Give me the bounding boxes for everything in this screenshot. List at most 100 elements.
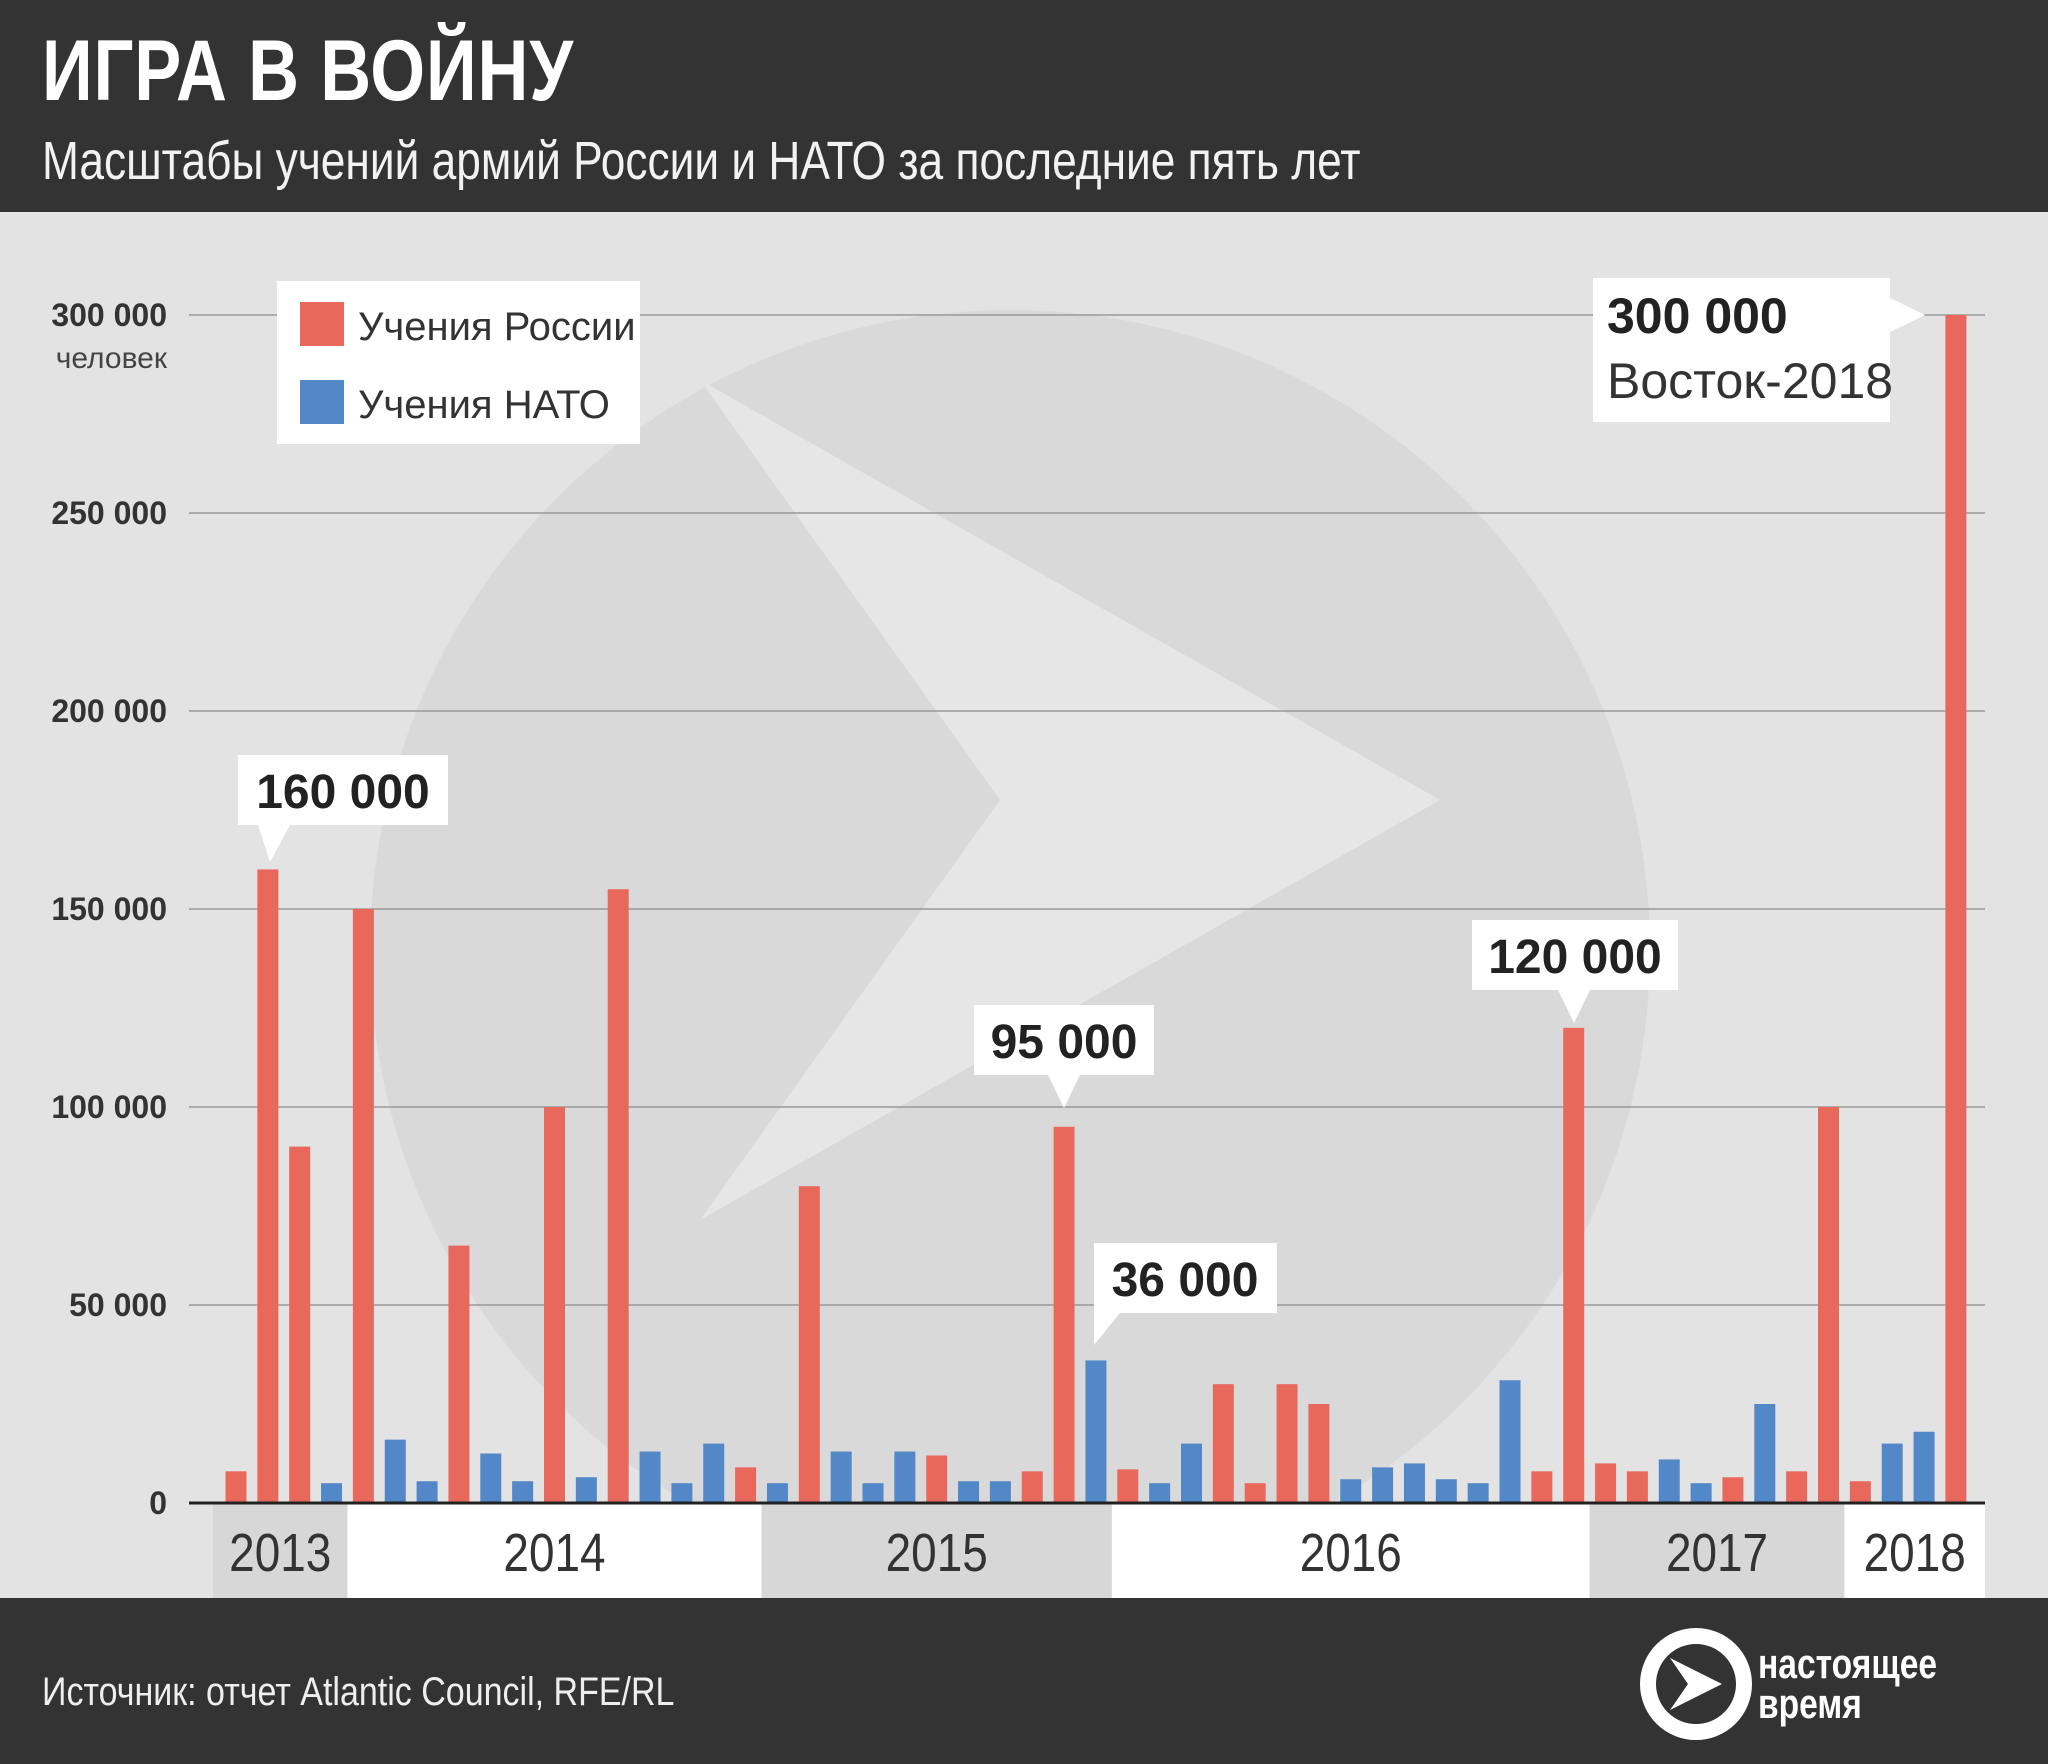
bar-nato <box>1435 1479 1457 1503</box>
svg-text:120 000: 120 000 <box>1488 931 1662 984</box>
y-tick-label: 100 000 <box>51 1089 167 1125</box>
bar-nato <box>703 1443 725 1503</box>
bar-nato <box>1085 1360 1107 1503</box>
bar-nato <box>894 1451 916 1503</box>
bar-russia <box>1212 1384 1234 1503</box>
bar-nato <box>1403 1463 1425 1503</box>
bar-russia <box>1117 1469 1139 1503</box>
source-note: Источник: отчет Atlantic Council, RFE/RL <box>42 1670 675 1714</box>
bar-nato <box>1181 1443 1202 1503</box>
bar-russia <box>1786 1471 1808 1503</box>
year-bands: 2013 2014 2015 2016 2017 2018 <box>213 1503 1985 1598</box>
annotation-vostok-2018: 300 000 Восток-2018 <box>1593 278 1925 422</box>
x-tick-label: 2016 <box>1300 1523 1402 1583</box>
bar-nato <box>1913 1431 1935 1503</box>
bar-russia <box>798 1186 820 1503</box>
bar-russia <box>225 1471 247 1503</box>
brand-line-2: время <box>1758 1680 1862 1727</box>
bar-nato <box>1372 1467 1394 1503</box>
x-tick-label: 2013 <box>229 1523 331 1583</box>
legend-swatch-russia <box>300 302 344 346</box>
bar-nato <box>639 1451 661 1503</box>
bar-nato <box>830 1451 852 1503</box>
bar-nato <box>512 1481 534 1503</box>
y-tick-label: 200 000 <box>51 693 167 729</box>
year-band-2014 <box>347 1503 762 1598</box>
bar-russia <box>607 889 629 1503</box>
legend-label-russia: Учения России <box>358 305 636 349</box>
annotation-160000: 160 000 <box>238 755 448 862</box>
gridlines: 0 50 000 100 000 150 000 200 000 250 000 300 0… <box>51 297 1985 1521</box>
bar-nato <box>321 1483 343 1503</box>
bar-russia <box>352 909 374 1503</box>
brand-logo: настоящее время <box>1640 1628 2000 1748</box>
bar-nato <box>384 1439 406 1503</box>
bar-russia <box>926 1455 948 1503</box>
bar-russia <box>1945 315 1967 1503</box>
y-axis-unit-label: человек <box>56 342 168 375</box>
bar-russia <box>1849 1481 1871 1503</box>
y-tick-label: 150 000 <box>51 891 167 927</box>
bar-nato <box>1658 1459 1680 1503</box>
svg-text:95 000: 95 000 <box>991 1016 1138 1069</box>
bar-nato <box>862 1483 884 1503</box>
bar-russia <box>735 1467 757 1503</box>
bar-russia <box>544 1107 565 1503</box>
bar-russia <box>1021 1471 1043 1503</box>
x-tick-label: 2017 <box>1666 1523 1768 1583</box>
footer: Источник: отчет Atlantic Council, RFE/RL… <box>0 1598 2048 1764</box>
page-title: ИГРА В ВОЙНУ <box>42 23 574 119</box>
bar-nato <box>575 1477 597 1503</box>
svg-text:160 000: 160 000 <box>256 766 430 819</box>
bar-nato <box>1690 1483 1712 1503</box>
watermark-logo-icon <box>370 310 1650 1590</box>
annotation-36000: 36 000 <box>1094 1243 1277 1345</box>
bar-nato <box>1754 1404 1776 1503</box>
year-band-2016 <box>1111 1503 1590 1598</box>
bar-russia <box>1053 1126 1075 1503</box>
bar-chart: 2013 2014 2015 2016 2017 2018 0 50 000 100 000 1… <box>0 212 2048 1598</box>
x-tick-label: 2014 <box>503 1523 605 1583</box>
bar-russia <box>1563 1027 1585 1503</box>
annotation-95000: 95 000 <box>974 1005 1154 1108</box>
bar-nato <box>958 1481 980 1503</box>
bar-russia <box>1531 1471 1553 1503</box>
year-band-2017 <box>1589 1503 1845 1598</box>
bar-russia <box>1276 1384 1298 1503</box>
x-tick-label: 2018 <box>1864 1523 1966 1583</box>
y-tick-label: 300 000 <box>51 297 167 333</box>
bar-russia <box>1626 1471 1648 1503</box>
bar-nato <box>1340 1479 1362 1503</box>
legend-swatch-nato <box>300 380 344 424</box>
annotation-120000: 120 000 <box>1472 920 1678 1023</box>
bar-russia <box>1722 1477 1744 1503</box>
bar-nato <box>671 1483 693 1503</box>
year-band-2018 <box>1844 1503 1985 1598</box>
svg-text:36 000: 36 000 <box>1112 1254 1259 1307</box>
year-band-2013 <box>213 1503 348 1598</box>
bars <box>225 315 1967 1503</box>
bar-russia <box>1595 1463 1617 1503</box>
y-tick-label: 250 000 <box>51 495 167 531</box>
bar-russia <box>257 869 279 1503</box>
page-subtitle: Масштабы учений армий России и НАТО за п… <box>42 131 1361 191</box>
bar-nato <box>1149 1483 1171 1503</box>
bar-nato <box>416 1481 438 1503</box>
bar-nato <box>1881 1443 1903 1503</box>
bar-nato <box>1467 1483 1489 1503</box>
y-tick-label: 0 <box>149 1485 167 1521</box>
svg-text:300 000: 300 000 <box>1607 288 1788 344</box>
svg-text:Восток-2018: Восток-2018 <box>1607 353 1893 409</box>
bar-russia <box>1818 1107 1839 1503</box>
bar-nato <box>766 1483 788 1503</box>
header: ИГРА В ВОЙНУ Масштабы учений армий Росси… <box>0 0 2048 212</box>
brand-arrow-icon <box>1640 1628 1752 1740</box>
bar-russia <box>289 1146 311 1503</box>
y-tick-label: 50 000 <box>69 1287 167 1323</box>
bar-nato <box>989 1481 1011 1503</box>
bar-nato <box>480 1453 502 1503</box>
bar-russia <box>1308 1404 1330 1503</box>
bar-nato <box>1499 1380 1521 1503</box>
legend-label-nato: Учения НАТО <box>358 383 610 427</box>
x-tick-label: 2015 <box>886 1523 988 1583</box>
